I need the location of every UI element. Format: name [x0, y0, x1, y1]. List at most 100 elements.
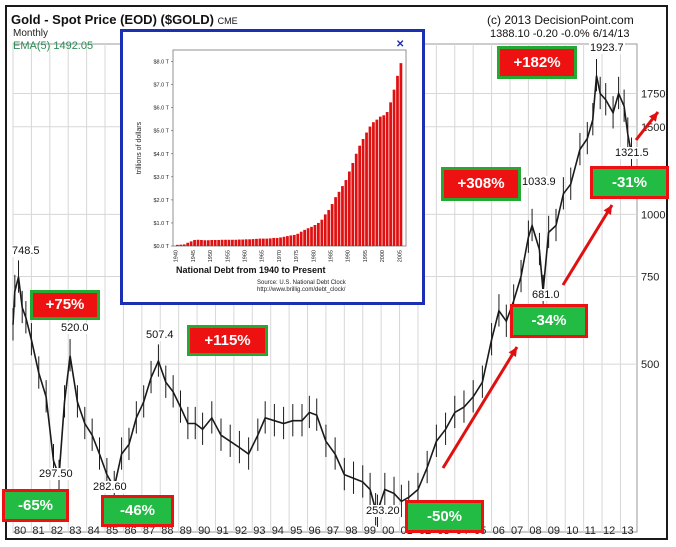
inset-debt-bar — [237, 239, 241, 246]
inset-x-tick-label: 1995 — [363, 250, 369, 262]
y-tick-label: 750 — [641, 272, 659, 284]
inset-debt-bar — [306, 228, 310, 246]
price-label: 681.0 — [531, 289, 561, 301]
x-tick-label: 95 — [290, 525, 302, 537]
national-debt-inset: $0.0 T $1.0 T $2.0 T $3.0 T $4.0 T $5.0 T $6.0… — [120, 29, 425, 305]
inset-debt-bar — [220, 239, 224, 246]
inset-x-tick-label: 1990 — [346, 250, 352, 262]
price-label: 507.4 — [145, 329, 175, 341]
inset-debt-bar — [323, 214, 327, 246]
inset-debt-bar — [382, 115, 386, 246]
inset-debt-bar — [200, 240, 203, 246]
inset-debt-bar — [365, 132, 368, 246]
inset-debt-bar — [265, 238, 269, 246]
inset-debt-bar — [186, 242, 190, 246]
inset-debt-bar — [182, 244, 186, 246]
x-tick-label: 93 — [253, 525, 265, 537]
inset-y-tick-label: $7.0 T — [154, 83, 170, 89]
price-label: 520.0 — [60, 322, 90, 334]
inset-debt-bar — [317, 222, 320, 246]
inset-debt-bar — [330, 204, 334, 246]
inset-x-tick-label: 1960 — [243, 250, 249, 262]
percent-badge: +308% — [441, 167, 521, 201]
inset-debt-bar — [296, 233, 300, 246]
inset-y-tick-label: $1.0 T — [154, 221, 170, 227]
inset-debt-bar — [268, 238, 272, 246]
inset-debt-bar — [334, 197, 337, 246]
ema-label: EMA(5) 1492.05 — [13, 40, 94, 52]
trend-arrow — [441, 346, 519, 469]
y-tick-label: 1750 — [641, 88, 665, 100]
inset-debt-bar — [337, 191, 341, 246]
x-tick-label: 83 — [69, 525, 81, 537]
inset-source-url: http://www.brillig.com/debt_clock/ — [257, 287, 346, 293]
inset-debt-bar — [179, 244, 183, 246]
inset-debt-bar — [286, 236, 289, 246]
inset-debt-bar — [176, 244, 179, 246]
inset-debt-bar — [292, 234, 296, 246]
inset-debt-bar — [241, 239, 245, 246]
x-tick-label: 91 — [216, 525, 228, 537]
inset-debt-bar — [396, 75, 399, 246]
x-tick-label: 90 — [198, 525, 210, 537]
exchange-label: CME — [217, 16, 238, 26]
price-label: 1321.5 — [614, 147, 650, 159]
x-tick-label: 89 — [180, 525, 192, 537]
arrow-head — [649, 112, 658, 122]
inset-x-tick-label: 1940 — [174, 250, 180, 262]
inset-debt-bar — [341, 186, 344, 246]
x-tick-label: 10 — [566, 525, 578, 537]
y-tick-label: 500 — [641, 359, 659, 371]
x-tick-label: 09 — [548, 525, 560, 537]
inset-debt-bar — [261, 238, 265, 246]
arrow-head — [603, 205, 612, 215]
x-tick-label: 07 — [511, 525, 523, 537]
inset-debt-bar — [399, 63, 403, 247]
close-icon[interactable]: ✕ — [396, 39, 405, 50]
inset-x-tick-label: 1955 — [225, 250, 231, 262]
inset-debt-bar — [372, 122, 375, 246]
inset-debt-bar — [255, 238, 258, 246]
price-label: 253.20 — [365, 505, 401, 517]
inset-y-tick-label: $8.0 T — [154, 60, 170, 66]
price-label: 297.50 — [38, 468, 74, 480]
inset-debt-bar — [217, 240, 221, 246]
inset-debt-bar — [248, 239, 251, 246]
inset-debt-bar — [193, 240, 196, 246]
chart-frame — [5, 5, 668, 540]
inset-debt-bar — [258, 238, 262, 246]
x-tick-label: 80 — [14, 525, 26, 537]
inset-x-tick-label: 2000 — [380, 250, 386, 262]
inset-debt-bar — [361, 139, 365, 246]
inset-debt-bar — [227, 239, 231, 246]
arrow-head — [508, 347, 517, 357]
inset-debt-bar — [368, 126, 372, 246]
inset-x-tick-label: 2005 — [397, 250, 403, 262]
x-tick-label: 13 — [621, 525, 633, 537]
inset-debt-bar — [210, 240, 214, 246]
inset-debt-bar — [224, 239, 227, 246]
inset-debt-bar — [282, 236, 286, 246]
inset-debt-bar — [244, 239, 248, 246]
inset-debt-bar — [231, 239, 234, 246]
percent-badge: -31% — [590, 166, 669, 199]
inset-debt-bar — [313, 225, 317, 246]
x-tick-label: 08 — [529, 525, 541, 537]
percent-badge: -34% — [510, 304, 588, 338]
x-tick-label: 00 — [382, 525, 394, 537]
percent-badge: +182% — [497, 46, 577, 79]
inset-y-axis-label: trillions of dollars — [136, 121, 143, 174]
inset-debt-bar — [389, 102, 392, 246]
inset-debt-bar — [392, 89, 396, 246]
inset-debt-bar — [327, 210, 331, 246]
inset-source-text: Source: U.S. National Debt Clock — [257, 280, 346, 286]
x-tick-label: 84 — [88, 525, 100, 537]
trend-arrow — [561, 204, 614, 286]
price-label: 748.5 — [11, 245, 41, 257]
price-label: 1033.9 — [521, 176, 557, 188]
x-tick-label: 99 — [364, 525, 376, 537]
x-tick-label: 85 — [106, 525, 118, 537]
inset-debt-bar — [358, 145, 362, 246]
inset-debt-bar — [196, 239, 200, 246]
inset-y-tick-label: $3.0 T — [154, 175, 170, 181]
